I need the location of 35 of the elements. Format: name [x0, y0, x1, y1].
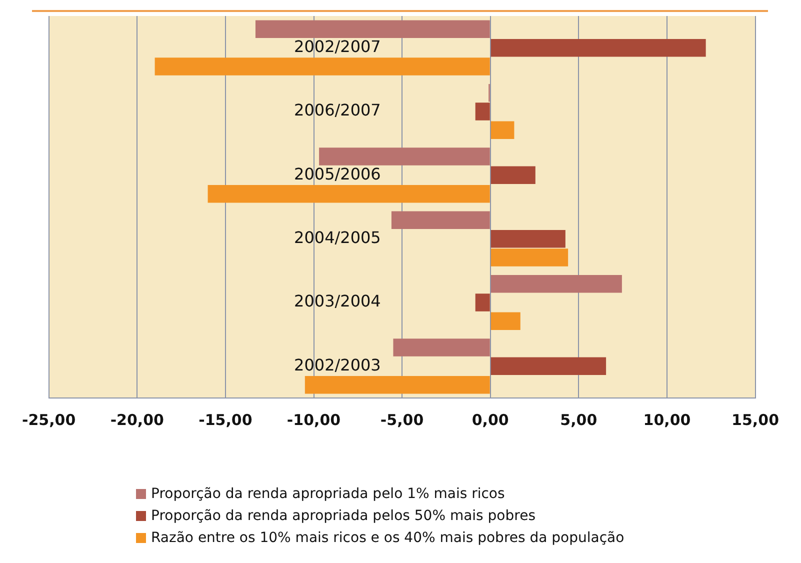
bar	[208, 184, 490, 203]
legend-label: Razão entre os 10% mais ricos e os 40% mais pobres da população	[151, 530, 624, 546]
legend-label: Proporção da renda apropriada pelo 1% mais ricos	[151, 486, 505, 502]
bar	[319, 148, 490, 166]
bar	[490, 357, 606, 376]
bar	[490, 248, 568, 266]
y-tick-label: 2006/2007	[294, 100, 381, 120]
x-tick-label: 5,00	[560, 410, 598, 429]
bar	[255, 20, 490, 38]
bar	[490, 230, 566, 248]
x-tick-label: 10,00	[643, 410, 691, 429]
bar	[475, 102, 490, 120]
y-tick-label: 2005/2006	[294, 164, 381, 184]
y-tick-label: 2002/2007	[294, 36, 381, 56]
bar	[304, 376, 490, 394]
x-tick-label: -25,00	[22, 410, 76, 429]
bar	[393, 338, 490, 356]
bar	[490, 166, 536, 184]
y-tick-label: 2004/2005	[294, 228, 381, 247]
bar	[475, 294, 490, 312]
bar	[490, 312, 520, 330]
legend-label: Proporção da renda apropriada pelos 50% mais pobres	[151, 508, 536, 524]
x-tick-label: 15,00	[732, 410, 780, 429]
bar	[154, 58, 490, 76]
bar	[490, 38, 706, 57]
x-tick-label: -5,00	[380, 410, 424, 429]
x-tick-label: -15,00	[198, 410, 252, 429]
x-tick-label: 0,00	[472, 410, 509, 429]
bar	[490, 121, 514, 140]
y-tick-label: 2003/2004	[294, 292, 381, 311]
y-tick-label: 2002/2003	[294, 355, 381, 374]
bar	[490, 274, 622, 293]
bar	[391, 211, 490, 230]
x-tick-label: -20,00	[110, 410, 164, 429]
x-tick-label: -10,00	[286, 410, 341, 429]
